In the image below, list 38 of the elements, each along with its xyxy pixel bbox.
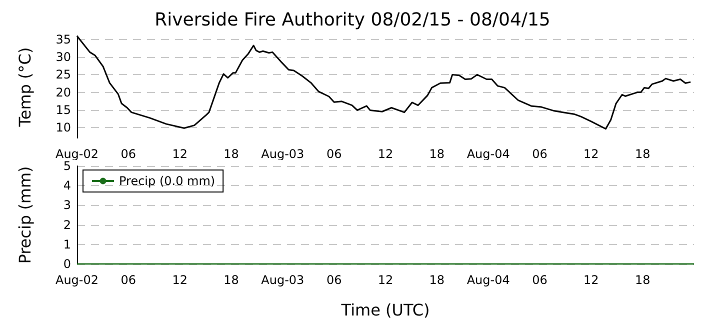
y-tick-label: 15 xyxy=(56,102,71,117)
x-tick-label: 18 xyxy=(429,273,445,287)
x-tick-label: 18 xyxy=(224,273,239,287)
x-tick-label: 18 xyxy=(634,273,650,287)
x-tick-label: 18 xyxy=(634,147,650,161)
y-tick-label: 20 xyxy=(56,85,71,100)
x-tick-label: 18 xyxy=(429,147,445,161)
x-tick-label: Aug-03 xyxy=(261,273,304,287)
legend-label: Precip (0.0 mm) xyxy=(119,174,216,188)
x-axis-title: Time (UTC) xyxy=(340,300,430,320)
x-tick-label: 12 xyxy=(584,273,599,287)
x-tick-label: 12 xyxy=(584,147,599,161)
x-tick-label: 06 xyxy=(532,273,548,287)
y-tick-label: 0 xyxy=(63,257,71,271)
x-tick-label: 18 xyxy=(224,147,239,161)
x-tick-label: 06 xyxy=(120,147,136,161)
y-tick-label: 5 xyxy=(63,159,71,173)
y-tick-label: 4 xyxy=(63,178,71,193)
x-tick-label: 12 xyxy=(378,273,394,287)
x-tick-label: 06 xyxy=(326,273,342,287)
x-tick-label: 06 xyxy=(532,147,548,161)
y-tick-label: 30 xyxy=(56,50,71,64)
y-axis-title: Precip (mm) xyxy=(16,166,34,264)
x-tick-label: 12 xyxy=(172,273,188,287)
x-tick-label: Aug-02 xyxy=(55,273,99,287)
y-tick-label: 35 xyxy=(56,32,71,47)
x-tick-label: 12 xyxy=(378,147,394,161)
x-tick-label: 12 xyxy=(172,147,188,161)
y-tick-label: 1 xyxy=(63,237,71,252)
x-tick-label: Aug-04 xyxy=(466,273,510,287)
y-tick-label: 10 xyxy=(56,120,71,134)
chart-title: Riverside Fire Authority 08/02/15 - 08/04/15 xyxy=(154,10,550,30)
y-tick-label: 25 xyxy=(56,68,71,82)
x-tick-label: 06 xyxy=(120,273,136,287)
y-tick-label: 3 xyxy=(63,198,71,212)
y-tick-label: 2 xyxy=(63,218,71,232)
x-tick-label: 06 xyxy=(326,147,342,161)
y-axis-title: Temp (°C) xyxy=(16,47,34,128)
